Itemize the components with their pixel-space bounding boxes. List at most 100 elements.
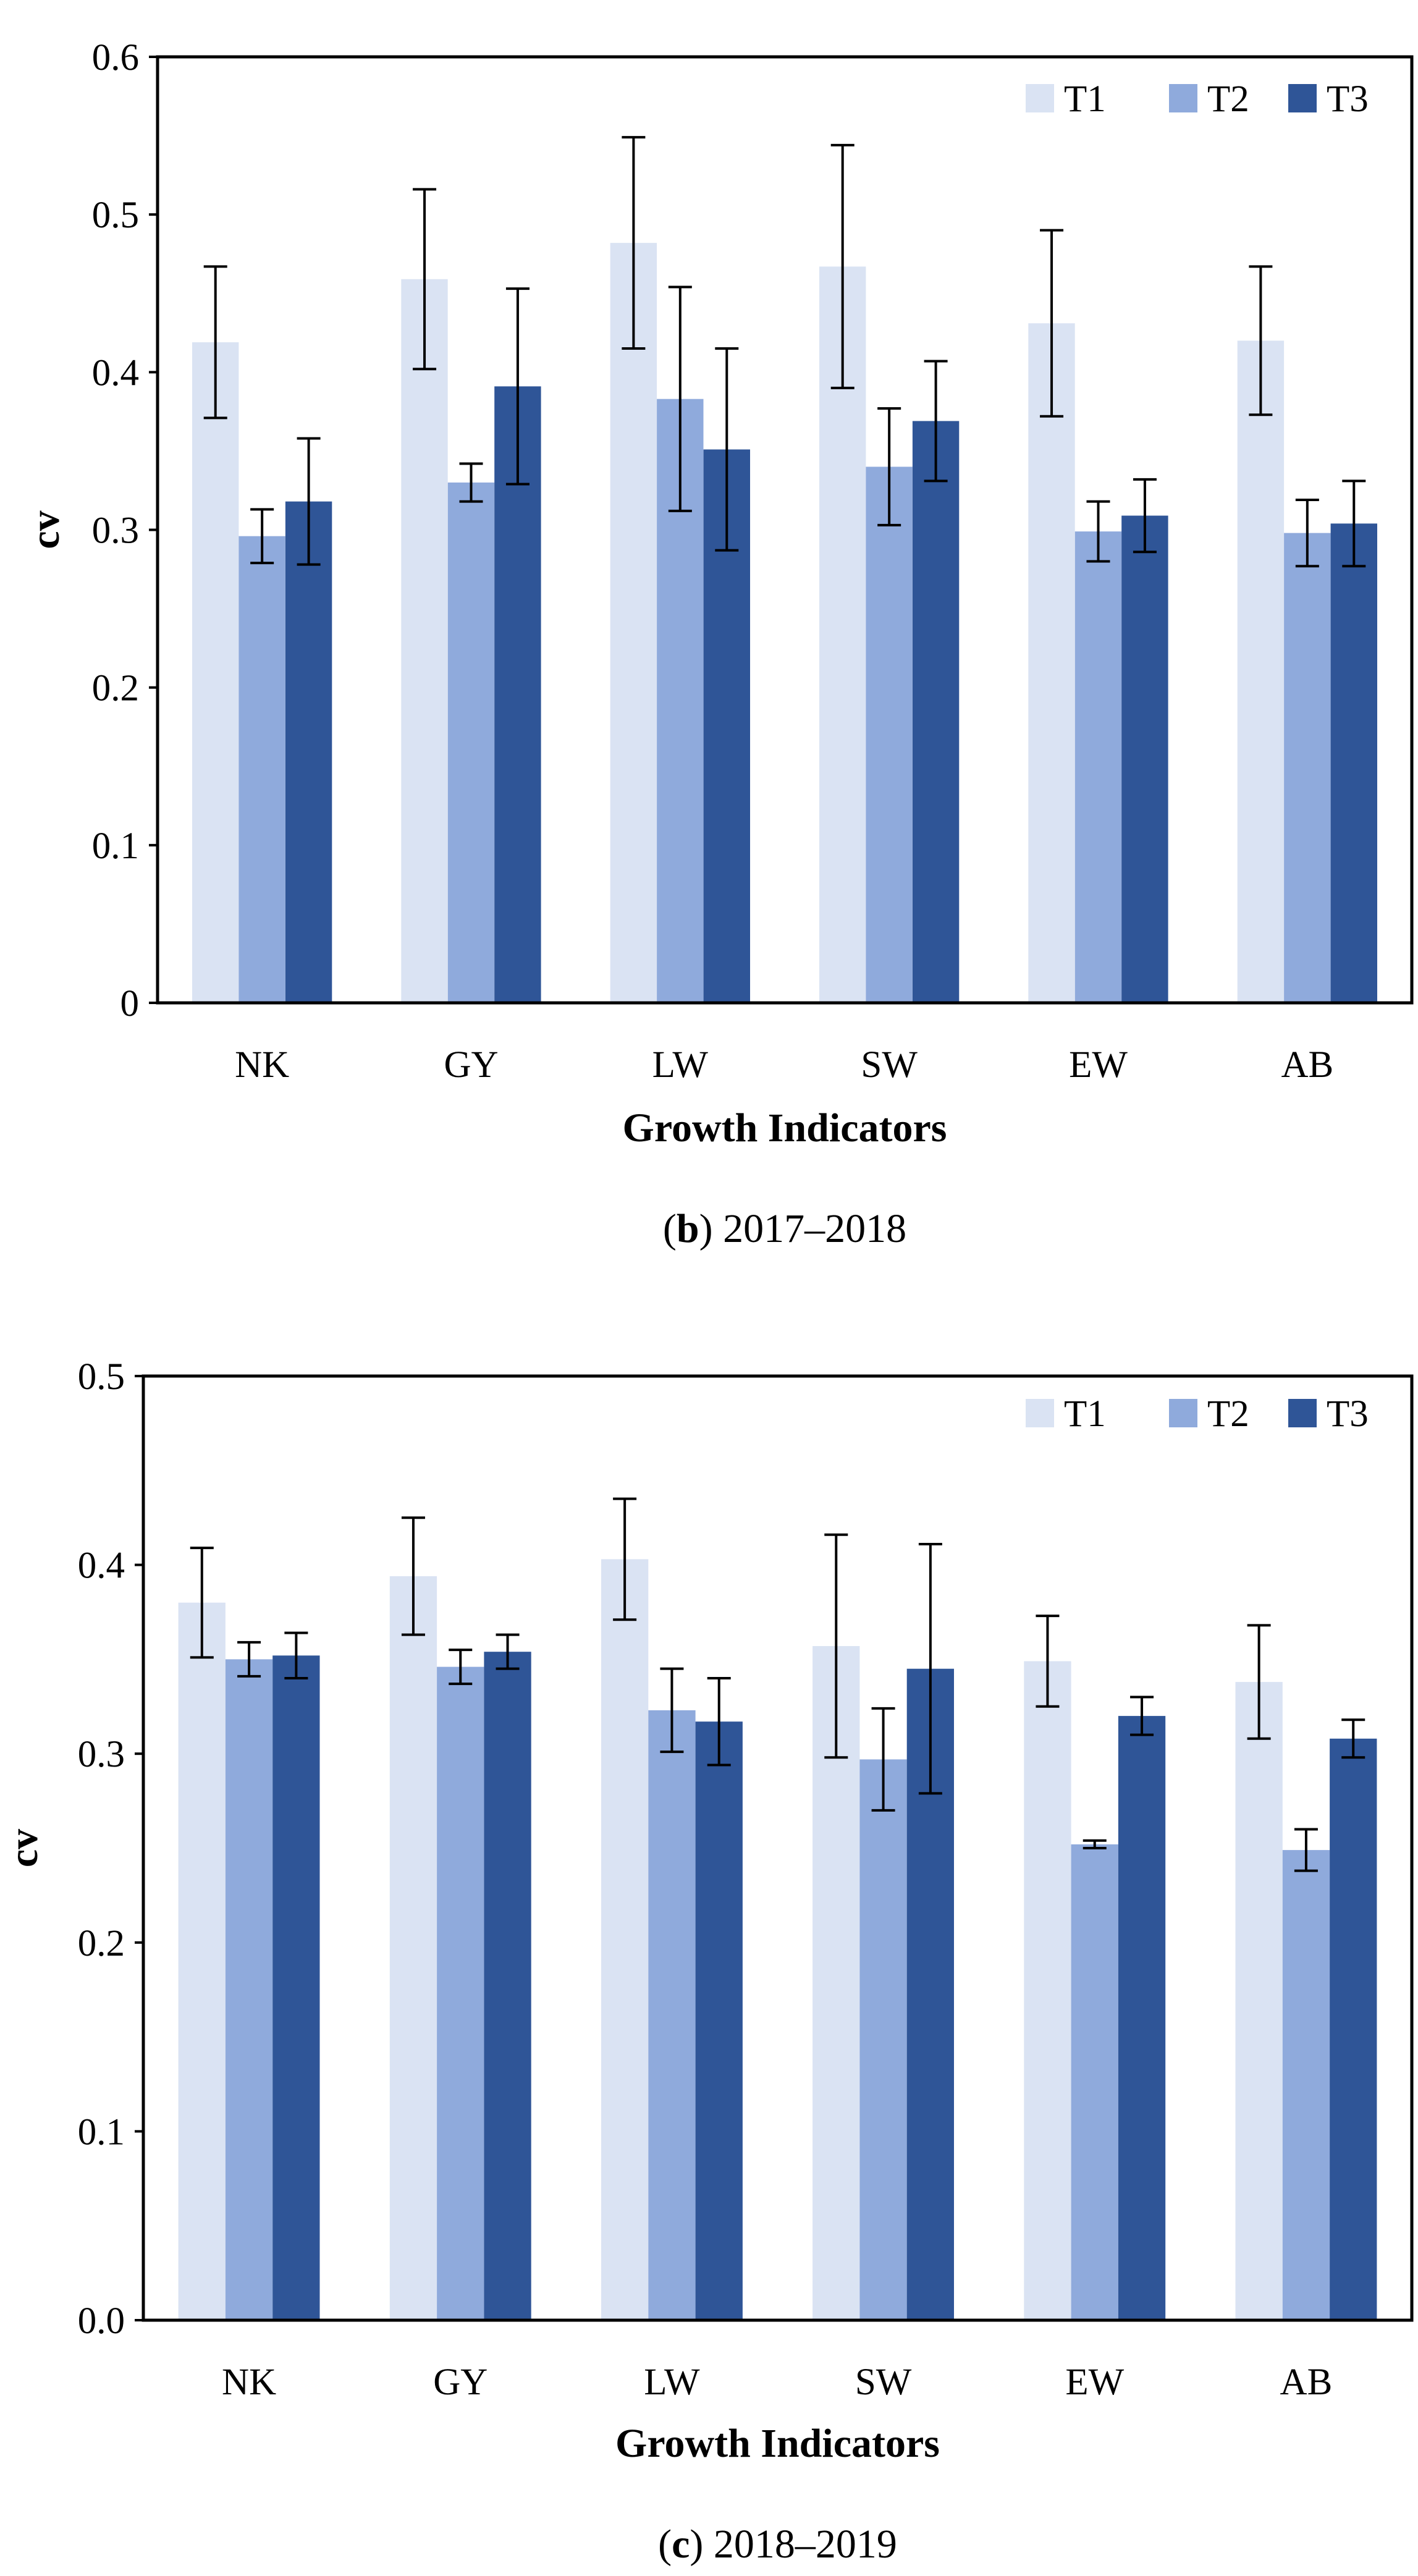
bar-t2-lw: [648, 1710, 696, 2320]
y-tick-label: 0.3: [78, 1734, 125, 1775]
bar-t2-nk: [225, 1659, 273, 2320]
legend-label-t1: T1: [1064, 1393, 1106, 1435]
error-bar-t2-gy: [459, 462, 483, 503]
error-bar-t3-nk: [297, 437, 321, 566]
y-tick-label: 0.5: [92, 195, 139, 236]
legend: T1 T2 T3: [1026, 1393, 1369, 1435]
x-tick-label: LW: [652, 1044, 709, 1086]
y-tick-label: 0.2: [92, 668, 139, 709]
error-bar-t3-sw: [918, 1542, 942, 1795]
bar-t3-gy: [494, 386, 541, 1003]
error-bar-t1-sw: [830, 143, 855, 389]
error-bar-t1-nk: [190, 1547, 214, 1659]
panel-caption: (c) 2018–2019: [658, 2522, 897, 2567]
x-tick-label: GY: [444, 1044, 498, 1086]
x-tick-label: SW: [855, 2362, 912, 2403]
error-bar-t2-lw: [660, 1667, 684, 1754]
bar-t1-gy: [389, 1576, 437, 2320]
error-bar-t3-lw: [715, 347, 739, 552]
legend-swatch-t1: [1026, 1399, 1054, 1427]
caption-open-paren: (: [663, 1206, 677, 1251]
bar-t3-sw: [912, 421, 960, 1003]
legend-label-t3: T3: [1327, 1393, 1369, 1435]
error-bar-t2-ab: [1294, 1828, 1318, 1872]
error-bar-t1-gy: [401, 1516, 425, 1636]
error-bar-t2-lw: [668, 285, 692, 512]
bar-t1-lw: [610, 243, 657, 1003]
y-tick-label: 0.1: [78, 2111, 125, 2153]
chart-panel-b: 0 0.1 0.2 0.3 0.4 0.5 0.6 NK GY LW SW EW AB Growth In…: [23, 37, 1414, 1251]
error-bar-t3-sw: [924, 360, 948, 483]
y-tick-label: 0: [120, 983, 140, 1024]
error-bar-t1-ew: [1036, 1615, 1060, 1708]
x-axis-title: Growth Indicators: [623, 1105, 947, 1151]
plot-frame: [141, 1374, 1414, 2322]
legend-label-t3: T3: [1327, 78, 1369, 120]
legend-label-t2: T2: [1207, 78, 1249, 120]
plot-frame: [156, 55, 1414, 1005]
legend-label-t2: T2: [1207, 1393, 1249, 1435]
bar-t2-nk: [238, 536, 285, 1003]
error-bar-t3-lw: [707, 1676, 731, 1767]
error-bar-t2-sw: [871, 1707, 895, 1812]
bar-t3-ab: [1330, 1738, 1377, 2320]
x-tick-label: EW: [1065, 2362, 1124, 2403]
error-bar-t3-gy: [505, 287, 530, 486]
y-tick-label: 0.4: [78, 1545, 125, 1587]
error-bar-t2-nk: [237, 1641, 261, 1678]
bar-t3-nk: [272, 1655, 320, 2320]
bar-t3-ew: [1118, 1716, 1166, 2320]
y-tick-label: 0.4: [92, 352, 139, 394]
legend-swatch-t3: [1288, 84, 1317, 112]
error-bar-t1-ab: [1247, 1624, 1271, 1740]
bar-t3-ew: [1121, 515, 1168, 1003]
error-bar-t2-gy: [449, 1649, 473, 1686]
caption-period: ) 2018–2019: [690, 2522, 897, 2567]
bar-t2-ab: [1284, 533, 1331, 1003]
x-tick-label: AB: [1280, 2362, 1333, 2403]
error-bar-t1-nk: [203, 265, 227, 420]
x-tick-label: NK: [222, 2362, 276, 2403]
bar-t1-ab: [1237, 340, 1285, 1003]
error-bar-t1-gy: [413, 188, 437, 371]
y-tick-label: 0.3: [92, 510, 139, 552]
panel-caption: (b) 2017–2018: [663, 1206, 906, 1251]
bar-t1-gy: [401, 279, 448, 1003]
error-bar-t2-ew: [1086, 500, 1110, 563]
bar-t2-ew: [1071, 1844, 1118, 2320]
error-bar-t2-ew: [1082, 1839, 1107, 1849]
error-bar-t3-ew: [1130, 1696, 1154, 1736]
error-bar-t3-ab: [1342, 479, 1366, 568]
error-bar-t3-nk: [284, 1631, 308, 1679]
bar-t2-ew: [1074, 531, 1122, 1003]
x-tick-label: AB: [1281, 1044, 1333, 1086]
legend-swatch-t2: [1169, 84, 1197, 112]
y-axis-title: cv: [1, 1829, 46, 1867]
y-tick-label: 0.1: [92, 826, 139, 867]
bar-t1-sw: [819, 266, 866, 1003]
caption-panel-letter: b: [677, 1206, 699, 1251]
bar-t3-ab: [1330, 523, 1377, 1003]
error-bar-t1-ew: [1040, 229, 1064, 418]
x-tick-label: NK: [235, 1044, 289, 1086]
y-tick-label: 0.2: [78, 1923, 125, 1964]
bar-t3-lw: [695, 1721, 743, 2320]
error-bar-t2-ab: [1295, 499, 1319, 568]
bar-t2-sw: [866, 467, 913, 1003]
bar-t1-ew: [1024, 1661, 1071, 2320]
error-bar-t1-sw: [824, 1533, 848, 1759]
caption-period: ) 2017–2018: [699, 1206, 906, 1251]
x-tick-label: GY: [433, 2362, 487, 2403]
error-bar-t3-ab: [1341, 1718, 1365, 1759]
bar-t1-ab: [1235, 1682, 1283, 2320]
bar-t1-nk: [178, 1602, 226, 2320]
y-tick-label: 0.0: [78, 2300, 125, 2342]
x-tick-label: EW: [1069, 1044, 1128, 1086]
x-axis-title: Growth Indicators: [615, 2421, 940, 2466]
legend-label-t1: T1: [1064, 78, 1106, 120]
x-tick-label: LW: [644, 2362, 700, 2403]
caption-panel-letter: c: [672, 2522, 690, 2567]
legend-swatch-t2: [1169, 1399, 1197, 1427]
